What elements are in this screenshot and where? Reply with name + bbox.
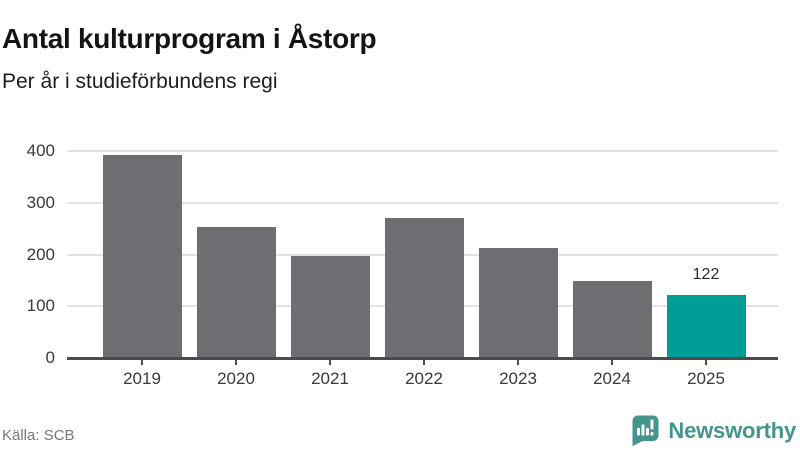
bar-2021 [290,255,370,358]
bar-value-label-2025: 122 [692,265,720,283]
bar-2022 [384,217,464,358]
x-axis-label-2022: 2022 [405,369,443,388]
y-axis-label-100: 100 [26,296,55,316]
y-axis-label-400: 400 [26,141,55,160]
x-axis-label-2019: 2019 [123,369,161,388]
x-tick-2019 [141,359,143,365]
y-axis-label-0: 0 [45,348,55,367]
x-tick-2022 [423,359,425,365]
gridline-300 [67,201,778,204]
x-axis-line [67,356,778,360]
gridline-400 [67,150,778,152]
x-tick-2021 [329,359,331,365]
bar-2023 [478,248,558,358]
x-tick-2023 [517,359,519,365]
x-tick-2020 [235,359,237,365]
chart-title: Antal kulturprogram i Åstorp [2,22,377,54]
source-label: Källa: SCB [2,427,75,444]
chart-subtitle: Per år i studieförbundens regi [2,70,278,93]
newsworthy-logo[interactable]: Newsworthy [631,414,796,447]
x-axis-label-2025: 2025 [687,369,725,388]
x-axis-label-2020: 2020 [217,369,255,388]
y-axis-label-200: 200 [26,244,55,264]
bar-2020 [196,227,276,358]
x-axis-label-2021: 2021 [311,369,349,388]
x-axis-label-2023: 2023 [499,369,537,388]
newsworthy-logo-icon [632,415,659,446]
y-axis-label-300: 300 [26,192,55,212]
newsworthy-logo-text: Newsworthy [668,417,796,443]
x-axis-label-2024: 2024 [593,369,631,388]
bar-2019 [102,154,182,358]
bar-2025 [666,294,746,358]
bar-2024 [572,280,652,358]
x-tick-2025 [705,359,707,365]
x-tick-2024 [611,359,613,365]
